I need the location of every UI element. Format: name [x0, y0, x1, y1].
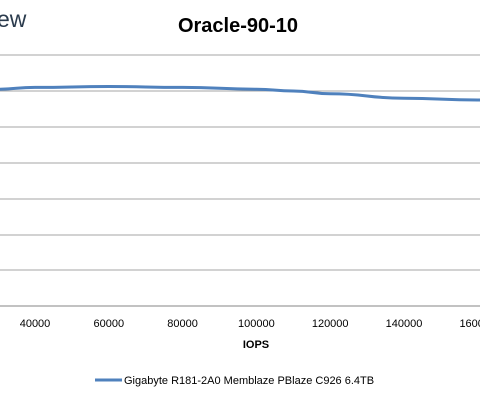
brand-logo-fragment: ew — [0, 6, 27, 32]
x-tick-label: 160000 — [459, 318, 480, 330]
x-axis-title: IOPS — [243, 339, 269, 351]
chart-title: Oracle-90-10 — [178, 15, 298, 37]
series-line — [0, 84, 480, 102]
legend: Gigabyte R181-2A0 Memblaze PBlaze C926 6… — [95, 375, 374, 387]
x-tick-label: 40000 — [20, 318, 51, 330]
x-tick-label: 100000 — [238, 318, 275, 330]
x-tick-label: 60000 — [94, 318, 125, 330]
x-tick-label: 120000 — [312, 318, 349, 330]
x-tick-label: 140000 — [386, 318, 423, 330]
x-ticks: 40000 60000 80000 100000 120000 140000 160000 — [20, 318, 480, 330]
legend-label: Gigabyte R181-2A0 Memblaze PBlaze C926 6… — [124, 375, 374, 387]
series-layer — [0, 84, 480, 102]
x-tick-label: 80000 — [167, 318, 198, 330]
gridlines — [0, 54, 480, 271]
